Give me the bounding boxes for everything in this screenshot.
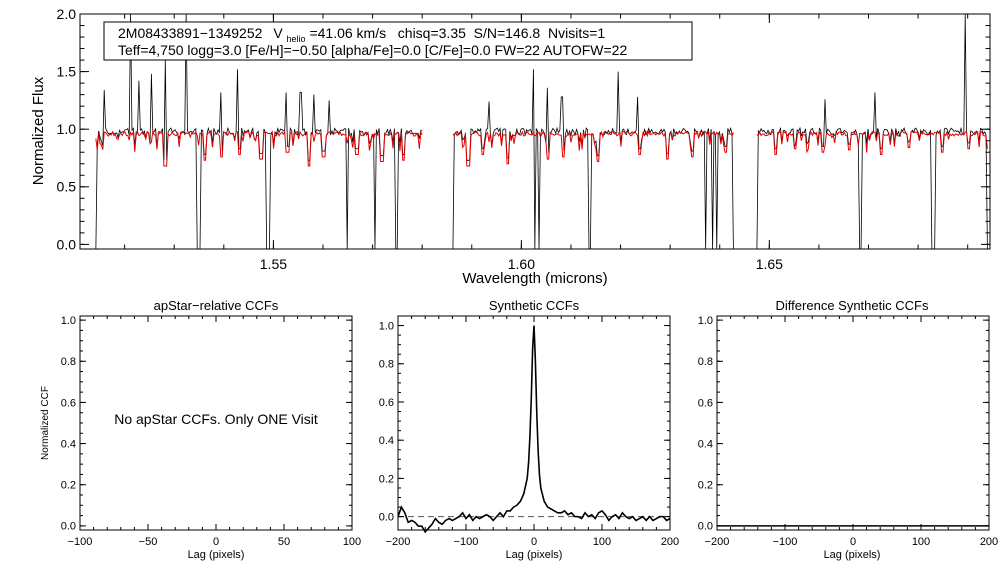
difference-ccf-panel: Difference Synthetic CCFs −200 −100 0 100 20… xyxy=(698,298,998,561)
annotation-star-id: 2M08433891−1349252 xyxy=(118,25,263,41)
y-tick-label: 0.8 xyxy=(61,356,76,368)
y-tick-label: 0.2 xyxy=(61,480,76,492)
y-tick-label: 0.8 xyxy=(698,356,713,368)
spectrum-x-axis-label: Wavelength (microns) xyxy=(462,270,607,287)
x-tick-label: 1.55 xyxy=(260,256,287,272)
x-tick-label: 0 xyxy=(850,536,856,548)
y-tick-label: 1.0 xyxy=(698,315,713,327)
difference-ccf-x-axis-label: Lag (pixels) xyxy=(824,549,881,561)
x-tick-label: 100 xyxy=(593,536,611,548)
x-tick-label: −200 xyxy=(386,536,411,548)
annotation-vhelio-symbol: V xyxy=(273,25,283,41)
model-spectrum-segment-2 xyxy=(452,130,734,167)
y-tick-label: 0.0 xyxy=(57,236,77,252)
x-tick-label: −200 xyxy=(705,536,730,548)
synthetic-ccf-panel: Synthetic CCFs −200 −100 0 100 200 0.0 0.2 0.4 0… xyxy=(379,298,679,561)
synthetic-ccf-line xyxy=(397,325,671,534)
ccf-y-axis-label: Normalized CCF xyxy=(40,386,51,460)
y-tick-label: 0.2 xyxy=(698,480,713,492)
y-tick-label: 0.2 xyxy=(379,473,394,485)
synthetic-ccf-x-axis-label: Lag (pixels) xyxy=(506,549,563,561)
apstar-ccf-title: apStar−relative CCFs xyxy=(154,298,279,313)
x-tick-label: 200 xyxy=(980,536,998,548)
y-tick-label: 0.0 xyxy=(61,521,76,533)
spectrum-annotation-line2: Teff=4,750 logg=3.0 [Fe/H]=−0.50 [alpha/… xyxy=(118,42,627,58)
annotation-fit-stats: chisq=3.35 S/N=146.8 Nvisits=1 xyxy=(390,25,605,41)
model-spectrum-segment-3 xyxy=(756,129,988,156)
x-tick-label: 0 xyxy=(531,536,537,548)
y-tick-label: 1.5 xyxy=(57,63,77,79)
x-tick-label: −100 xyxy=(68,536,93,548)
y-tick-label: 1.0 xyxy=(57,121,77,137)
apstar-ccf-ticks: −100 −50 0 50 100 0.0 0.2 0.4 0.6 0.8 1.0 xyxy=(61,315,361,548)
y-tick-label: 1.0 xyxy=(379,320,394,332)
annotation-vhelio-value: =41.06 km/s xyxy=(309,25,386,41)
y-tick-label: 0.4 xyxy=(61,438,76,450)
y-tick-label: 2.0 xyxy=(57,6,77,22)
apstar-ccf-message: No apStar CCFs. Only ONE Visit xyxy=(114,411,318,427)
y-tick-label: 0.6 xyxy=(379,397,394,409)
y-tick-label: 0.8 xyxy=(379,359,394,371)
x-tick-label: −50 xyxy=(139,536,158,548)
x-tick-label: 100 xyxy=(343,536,361,548)
model-spectrum-segment-1 xyxy=(95,129,423,167)
x-tick-label: 50 xyxy=(278,536,290,548)
synthetic-ccf-frame xyxy=(397,315,671,531)
x-tick-label: −100 xyxy=(773,536,798,548)
spectrum-y-axis-label: Normalized Flux xyxy=(30,76,47,185)
spectrum-series xyxy=(95,13,988,250)
annotation-vhelio-subscript: helio xyxy=(287,34,306,44)
y-tick-label: 0.6 xyxy=(61,397,76,409)
y-tick-label: 0.5 xyxy=(57,179,77,195)
x-tick-label: 1.60 xyxy=(508,256,535,272)
apstar-ccf-panel: apStar−relative CCFs −100 −50 0 50 100 0.0 0.2… xyxy=(40,298,361,561)
spectrum-plot-frame xyxy=(79,13,991,250)
synthetic-ccf-series xyxy=(397,325,671,534)
difference-ccf-frame xyxy=(716,315,990,531)
difference-ccf-ticks: −200 −100 0 100 200 0.0 0.2 0.4 0.6 0.8 1.0 xyxy=(698,315,998,548)
apstar-ccf-x-axis-label: Lag (pixels) xyxy=(188,549,245,561)
y-tick-label: 0.6 xyxy=(698,397,713,409)
x-tick-label: 200 xyxy=(661,536,679,548)
observed-spectrum-segment-3 xyxy=(756,13,988,250)
y-tick-label: 0.4 xyxy=(379,435,394,447)
x-tick-label: 0 xyxy=(213,536,219,548)
spectrum-annotation-box xyxy=(103,21,693,61)
y-tick-label: 1.0 xyxy=(61,315,76,327)
y-tick-label: 0.0 xyxy=(698,521,713,533)
x-tick-label: 1.65 xyxy=(756,256,783,272)
y-tick-label: 0.4 xyxy=(698,438,713,450)
observed-spectrum-segment-2 xyxy=(452,69,734,250)
synthetic-ccf-ticks: −200 −100 0 100 200 0.0 0.2 0.4 0.6 0.8 1.0 xyxy=(379,315,679,548)
spectrum-panel: 1.55 1.60 1.65 0.0 0.5 1.0 1.5 2.0 2M08433891−1… xyxy=(30,6,991,287)
difference-ccf-title: Difference Synthetic CCFs xyxy=(776,298,929,313)
synthetic-ccf-title: Synthetic CCFs xyxy=(489,298,580,313)
spectrum-annotation-line1: 2M08433891−1349252 V helio =41.06 km/s c… xyxy=(118,25,605,45)
x-tick-label: −100 xyxy=(454,536,479,548)
x-tick-label: 100 xyxy=(912,536,930,548)
apstar-ccf-frame xyxy=(79,315,353,531)
spectrum-ticks: 1.55 1.60 1.65 0.0 0.5 1.0 1.5 2.0 xyxy=(57,6,990,272)
y-tick-label: 0.0 xyxy=(379,511,394,523)
